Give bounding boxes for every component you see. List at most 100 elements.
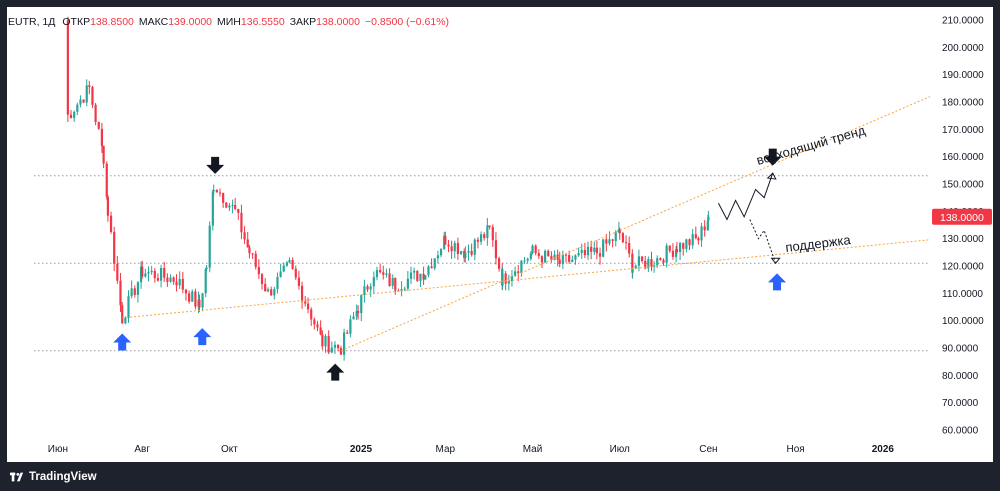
- candle-body: [133, 288, 136, 295]
- candle-body: [237, 208, 240, 213]
- candle-body: [294, 268, 297, 278]
- candle-body: [366, 286, 369, 290]
- candle-body: [188, 293, 191, 302]
- candle-body: [391, 278, 394, 286]
- candle-body: [537, 253, 540, 257]
- candle-body: [240, 212, 243, 233]
- candle-body: [106, 196, 110, 216]
- candle-body: [558, 259, 561, 264]
- candle-body: [208, 225, 211, 268]
- candle-body: [273, 289, 276, 296]
- candle-body: [553, 254, 556, 260]
- up-arrow-icon: [113, 333, 132, 351]
- candle-body: [333, 344, 337, 348]
- candle-body: [628, 242, 631, 254]
- candle-body: [507, 281, 510, 284]
- candle-body: [691, 234, 694, 246]
- candle-body: [394, 278, 397, 291]
- candle-body: [450, 246, 453, 252]
- candle-body: [330, 347, 333, 353]
- candle-body: [685, 239, 688, 249]
- candle-body: [577, 253, 580, 256]
- candle-body: [456, 243, 460, 255]
- candle-body: [102, 145, 105, 164]
- candle-body: [357, 310, 360, 314]
- forecast-down-arrowhead: [770, 257, 781, 265]
- candle-body: [175, 281, 178, 286]
- candle-body: [124, 318, 127, 324]
- candle-body: [215, 189, 218, 193]
- candle-body: [647, 259, 650, 269]
- candle-body: [564, 254, 568, 256]
- candle-body: [228, 205, 231, 208]
- candle-body: [94, 104, 97, 122]
- candle-body: [427, 266, 430, 276]
- candle-body: [297, 277, 301, 286]
- low-label: МИН: [217, 16, 241, 28]
- candle-body: [494, 240, 498, 259]
- y-tick-label: 200.0000: [942, 43, 984, 54]
- candle-body: [491, 226, 494, 241]
- candle-body: [300, 285, 304, 302]
- y-tick-label: 210.0000: [942, 16, 984, 27]
- candle-body: [336, 344, 340, 349]
- price-chart[interactable]: 210.0000 200.0000 190.0000 180.0000 170.0000…: [0, 0, 1000, 462]
- candle-body: [631, 268, 634, 273]
- footer-bar: TradingView: [0, 462, 1000, 491]
- candle-body: [568, 255, 571, 262]
- forecast-up-path: [717, 172, 774, 221]
- open-value: 138.8500: [90, 16, 134, 28]
- candle-body: [212, 189, 215, 192]
- forecast-down-path: [749, 219, 777, 264]
- candle-body: [130, 288, 133, 297]
- candle-body: [218, 192, 222, 194]
- tradingview-brand[interactable]: TradingView: [10, 471, 97, 483]
- candle-body: [540, 256, 544, 263]
- candle-body: [406, 278, 409, 289]
- candle-body: [624, 242, 628, 244]
- candle-body: [544, 250, 547, 263]
- candle-body: [136, 282, 140, 295]
- candle-body: [372, 277, 375, 287]
- y-tick-label: 60.0000: [942, 426, 979, 437]
- candle-body: [409, 272, 413, 279]
- candle-body: [488, 225, 491, 227]
- candle-body: [463, 250, 466, 258]
- candle-body: [184, 289, 188, 294]
- candle-body: [388, 273, 391, 286]
- candle-body: [614, 232, 617, 241]
- candle-body: [382, 272, 385, 275]
- candle-body: [147, 272, 150, 274]
- candle-body: [656, 258, 659, 266]
- candle-body: [310, 309, 313, 320]
- candle-body: [264, 283, 267, 292]
- candle-body: [517, 271, 520, 274]
- candle-body: [181, 278, 184, 290]
- candle-body: [430, 266, 433, 269]
- low-value: 136.5550: [240, 16, 285, 28]
- candle-body: [194, 291, 197, 307]
- candle-body: [520, 260, 523, 274]
- candle-body: [459, 250, 463, 255]
- candle-body: [416, 270, 419, 281]
- candle-body: [257, 267, 260, 275]
- candle-body: [119, 280, 122, 306]
- candle-body: [66, 20, 69, 115]
- close-label: ЗАКР: [289, 16, 317, 28]
- candle-body: [270, 289, 273, 296]
- x-tick-label: Ноя: [787, 444, 805, 455]
- candle-body: [85, 85, 88, 103]
- brand-name: TradingView: [29, 470, 97, 483]
- candle-body: [225, 202, 228, 208]
- candle-body: [447, 244, 450, 247]
- candle-body: [674, 249, 678, 257]
- candle-body: [486, 225, 489, 239]
- last-price-tag: [932, 208, 992, 225]
- candle-body: [375, 270, 379, 278]
- candle-body: [69, 114, 73, 118]
- candle-body: [665, 245, 668, 263]
- candle-body: [313, 319, 316, 325]
- x-tick-label: Мар: [436, 444, 456, 455]
- candle-body: [688, 239, 691, 246]
